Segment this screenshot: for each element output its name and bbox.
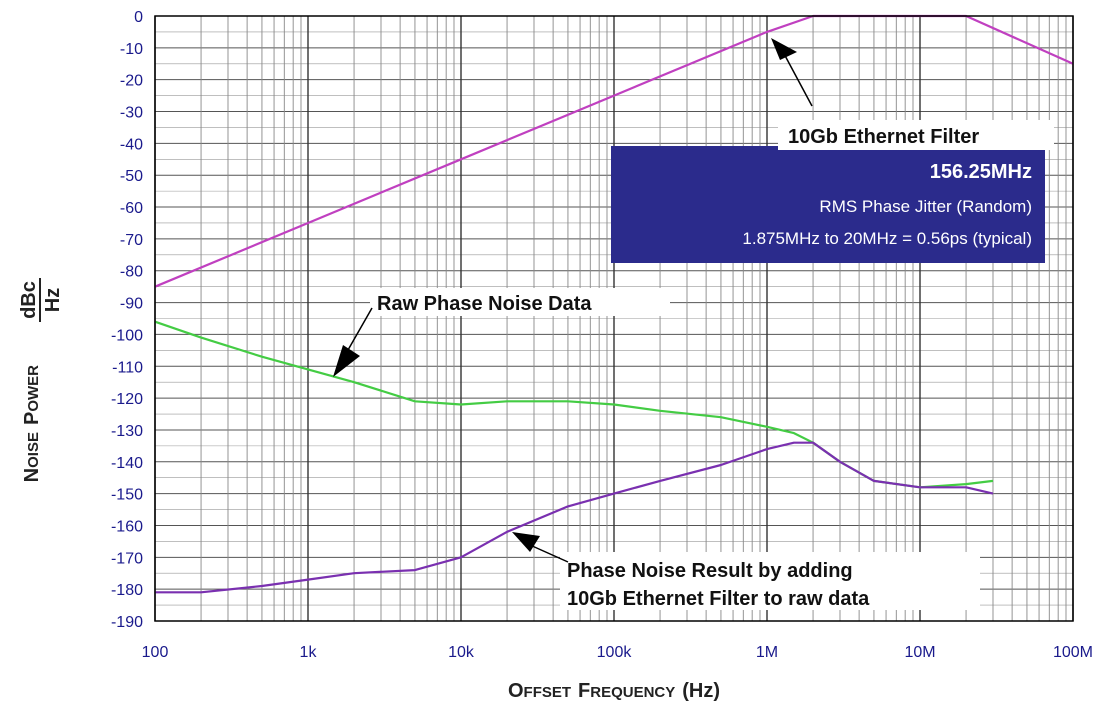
- annotation-raw-arrowhead: [333, 345, 360, 377]
- x-axis-title-unit: (Hz): [682, 680, 720, 702]
- y-axis-title-frac-den: Hz: [42, 288, 64, 312]
- annotation-raw: Raw Phase Noise Data: [333, 288, 670, 377]
- info-box-background: [611, 146, 1045, 263]
- annotation-filter-arrow: [781, 49, 813, 107]
- info-box-line2: 1.875MHz to 20MHz = 0.56ps (typical): [742, 229, 1032, 248]
- y-tick-label: -30: [120, 105, 143, 122]
- y-tick-label: -190: [111, 614, 143, 631]
- info-box-line1: RMS Phase Jitter (Random): [819, 197, 1032, 216]
- y-axis-title-frac-num: dBc: [18, 281, 40, 319]
- x-axis-title-cap2: F: [578, 680, 590, 702]
- annotation-result-arrowhead: [512, 532, 540, 552]
- x-tick-label: 10M: [904, 644, 935, 661]
- annotation-filter-label: 10Gb Ethernet Filter: [788, 126, 979, 148]
- annotation-raw-bg: [370, 288, 670, 316]
- annotation-filter-arrowhead: [771, 38, 797, 60]
- y-tick-label: -140: [111, 455, 143, 472]
- x-tick-label: 10k: [448, 644, 475, 661]
- annotation-result-bg: [560, 552, 980, 610]
- x-tick-label: 100M: [1053, 644, 1093, 661]
- y-tick-label: -90: [120, 296, 143, 313]
- x-tick-label: 100k: [597, 644, 633, 661]
- y-tick-label: -20: [120, 73, 143, 90]
- y-tick-label: -150: [111, 487, 143, 504]
- annotation-result-line1: Phase Noise Result by adding: [567, 560, 853, 582]
- y-tick-label: -180: [111, 582, 143, 599]
- annotation-result-arrow: [529, 544, 569, 563]
- x-axis-title-rest2: REQUENCY: [590, 684, 675, 701]
- y-axis-title-cap2: P: [21, 412, 43, 425]
- y-tick-label: -10: [120, 41, 143, 58]
- y-tick-label: 0: [134, 9, 143, 26]
- y-axis-title-rest2: OWER: [25, 365, 42, 412]
- y-tick-label: -130: [111, 423, 143, 440]
- y-axis-title-words: NOISE POWER: [21, 365, 43, 482]
- y-tick-label: -100: [111, 327, 143, 344]
- x-tick-label: 100: [142, 644, 169, 661]
- series-filtered-result-line: [155, 441, 994, 594]
- y-tick-label: -170: [111, 550, 143, 567]
- annotation-raw-arrow: [347, 307, 373, 351]
- y-tick-label: -50: [120, 168, 143, 185]
- info-box: 156.25MHz RMS Phase Jitter (Random) 1.87…: [611, 146, 1045, 263]
- x-tick-labels: 100 1k 10k 100k 1M 10M 100M: [142, 644, 1093, 661]
- x-axis-title: OFFSET FREQUENCY (Hz): [508, 680, 720, 702]
- annotation-result: Phase Noise Result by adding 10Gb Ethern…: [512, 532, 980, 610]
- annotation-result-line2: 10Gb Ethernet Filter to raw data: [567, 588, 870, 610]
- annotation-filter: 10Gb Ethernet Filter: [771, 38, 1054, 150]
- y-tick-label: -70: [120, 232, 143, 249]
- y-tick-label: -120: [111, 391, 143, 408]
- x-tick-label: 1M: [756, 644, 778, 661]
- annotation-filter-bg: [778, 120, 1054, 150]
- info-box-title: 156.25MHz: [930, 161, 1032, 183]
- y-tick-labels: 0 -10 -20 -30 -40 -50 -60 -70 -80 -90 -100 -110 -120…: [111, 9, 143, 631]
- x-axis-title-rest1: FFSET: [524, 684, 572, 701]
- x-tick-label: 1k: [300, 644, 318, 661]
- y-tick-label: -160: [111, 518, 143, 535]
- annotation-raw-label: Raw Phase Noise Data: [377, 293, 592, 315]
- x-axis-title-cap1: O: [508, 680, 524, 702]
- y-axis-title-rest1: OISE: [25, 432, 42, 468]
- y-tick-label: -80: [120, 264, 143, 281]
- y-axis-title-cap1: N: [21, 468, 43, 482]
- y-tick-label: -60: [120, 200, 143, 217]
- y-axis-title: NOISE POWER dBc Hz: [18, 278, 64, 482]
- y-tick-label: -110: [112, 359, 143, 376]
- y-tick-label: -40: [120, 136, 143, 153]
- plot-frame: [154, 15, 1074, 622]
